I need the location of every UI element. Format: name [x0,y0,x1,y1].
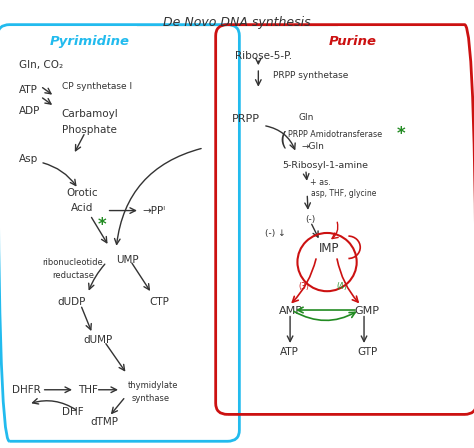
Text: Ribose-5-P.: Ribose-5-P. [235,51,292,61]
Text: asp, THF, glycine: asp, THF, glycine [311,189,376,198]
Text: AMP: AMP [279,306,303,316]
Text: (3): (3) [299,282,310,291]
Text: IMP: IMP [319,242,339,255]
Text: Purine: Purine [329,34,377,48]
Text: ribonucleotide: ribonucleotide [43,258,103,267]
Text: →PPᴵ: →PPᴵ [142,206,165,215]
Text: →Gln: →Gln [302,142,325,151]
Text: Orotic: Orotic [66,188,98,198]
Text: DHFR: DHFR [12,385,41,395]
Text: CTP: CTP [149,297,169,307]
Text: CP synthetase Ⅰ: CP synthetase Ⅰ [62,82,132,90]
Text: Asp: Asp [19,154,38,164]
Text: (-) ↓: (-) ↓ [265,229,286,238]
Text: ATP: ATP [280,347,299,357]
Text: dTMP: dTMP [90,417,118,427]
Text: *: * [98,216,106,234]
Text: De Novo DNA synthesis: De Novo DNA synthesis [163,16,311,29]
Text: DHF: DHF [62,407,83,417]
Text: 5-Ribosyl-1-amine: 5-Ribosyl-1-amine [282,161,368,170]
Text: Acid: Acid [71,203,93,213]
Text: ATP: ATP [19,85,38,95]
Text: synthase: synthase [132,394,170,403]
Text: GMP: GMP [355,306,380,316]
Text: PRPP Amidotransferase: PRPP Amidotransferase [288,130,382,139]
Text: UMP: UMP [116,255,139,265]
Text: PRPP synthetase: PRPP synthetase [273,71,348,80]
Text: (-): (-) [306,215,316,224]
Text: PRPP: PRPP [232,114,260,124]
Text: Gln, CO₂: Gln, CO₂ [19,60,63,70]
Text: reductase: reductase [52,271,94,280]
Text: Gln: Gln [299,113,314,122]
Text: (: ( [280,130,287,149]
Text: Pyrimidine: Pyrimidine [50,34,130,48]
Text: (4): (4) [337,282,347,291]
Text: thymidylate: thymidylate [128,381,179,390]
Text: THF: THF [78,385,98,395]
Text: dUMP: dUMP [83,336,112,345]
Text: Phosphate: Phosphate [62,125,117,135]
Text: ADP: ADP [19,106,40,116]
Text: Carbamoyl: Carbamoyl [62,109,118,119]
Text: + as.: + as. [310,178,331,187]
Text: *: * [396,125,405,143]
Text: dUDP: dUDP [57,297,85,307]
Text: GTP: GTP [357,347,377,357]
